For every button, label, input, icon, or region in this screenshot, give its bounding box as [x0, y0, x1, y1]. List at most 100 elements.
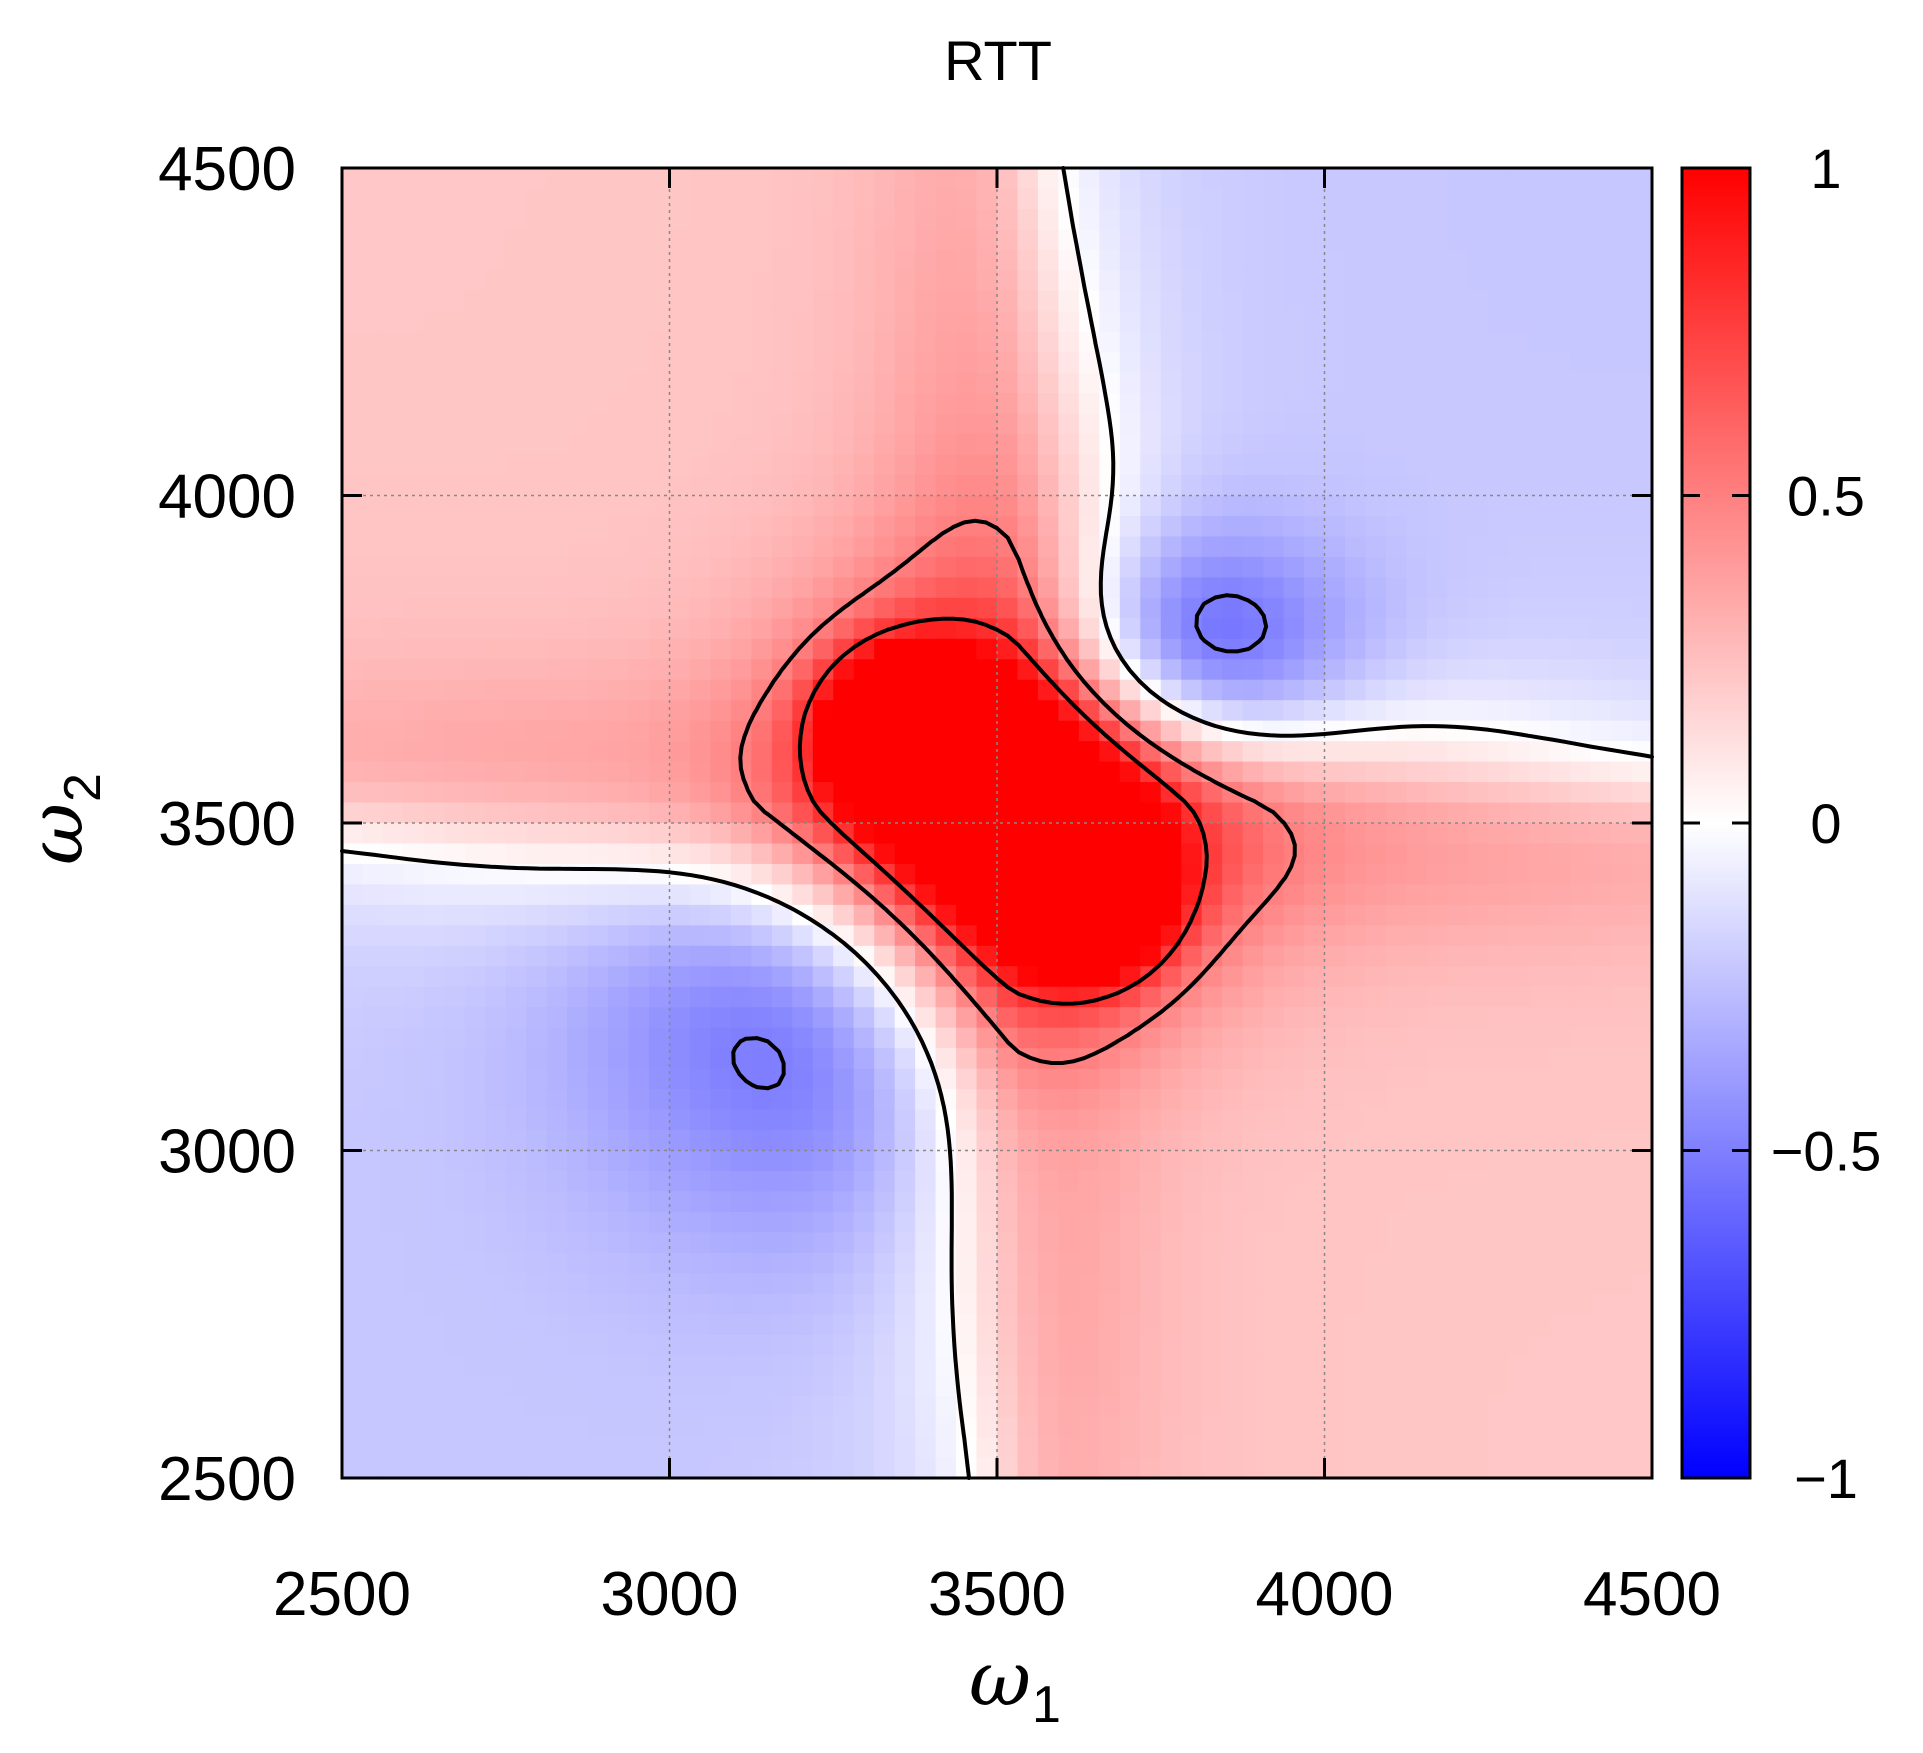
heatmap-cell: [1304, 1089, 1326, 1111]
heatmap-cell: [874, 434, 896, 456]
heatmap-cell: [935, 331, 957, 353]
heatmap-cell: [1119, 925, 1141, 947]
heatmap-cell: [1590, 515, 1612, 538]
heatmap-cell: [444, 372, 466, 394]
heatmap-cell: [771, 1314, 793, 1336]
heatmap-cell: [1344, 638, 1367, 660]
heatmap-cell: [1283, 1109, 1305, 1131]
heatmap-cell: [567, 700, 589, 722]
heatmap-cell: [1570, 618, 1592, 640]
heatmap-cell: [894, 1437, 916, 1459]
heatmap-cell: [1406, 536, 1428, 558]
heatmap-cell: [1304, 475, 1326, 497]
heatmap-cell: [1222, 843, 1244, 865]
heatmap-cell: [505, 700, 527, 722]
heatmap-cell: [1365, 1355, 1387, 1377]
heatmap-cell: [1160, 556, 1182, 578]
heatmap-cell: [874, 679, 896, 701]
heatmap-cell: [669, 229, 691, 251]
heatmap-cell: [587, 741, 609, 763]
heatmap-cell: [771, 1273, 793, 1295]
heatmap-cell: [464, 741, 486, 763]
heatmap-cell: [1570, 515, 1592, 538]
heatmap-cell: [1488, 1109, 1510, 1131]
heatmap-cell: [669, 638, 691, 660]
heatmap-cell: [1078, 475, 1100, 497]
heatmap-cell: [505, 229, 527, 251]
heatmap-cell: [382, 1314, 405, 1336]
heatmap-cell: [1058, 1252, 1080, 1274]
heatmap-cell: [812, 290, 834, 312]
heatmap-cell: [485, 270, 507, 292]
heatmap-cell: [1119, 638, 1141, 660]
heatmap-cell: [587, 679, 609, 701]
heatmap-cell: [1426, 1396, 1448, 1418]
heatmap-cell: [362, 741, 384, 763]
heatmap-cell: [1222, 1293, 1244, 1315]
heatmap-cell: [403, 1273, 425, 1295]
heatmap-cell: [1365, 863, 1387, 886]
heatmap-cell: [710, 515, 732, 538]
heatmap-cell: [689, 577, 712, 599]
heatmap-cell: [1058, 823, 1080, 845]
heatmap-cell: [1181, 249, 1203, 271]
heatmap-cell: [1078, 393, 1100, 415]
heatmap-cell: [792, 434, 814, 456]
heatmap-cell: [1529, 863, 1551, 886]
heatmap-cell: [1611, 1252, 1633, 1274]
heatmap-cell: [587, 761, 609, 783]
heatmap-cell: [1263, 434, 1285, 456]
heatmap-cell: [587, 413, 609, 435]
heatmap-cell: [649, 1416, 671, 1438]
heatmap-cell: [567, 1293, 589, 1315]
heatmap-cell: [1140, 802, 1162, 824]
heatmap-cell: [1201, 495, 1223, 517]
heatmap-cell: [628, 372, 650, 394]
heatmap-cell: [1570, 1334, 1592, 1356]
heatmap-cell: [649, 1068, 671, 1090]
heatmap-cell: [1181, 352, 1203, 374]
heatmap-cell: [1017, 208, 1039, 231]
heatmap-cell: [649, 475, 671, 497]
heatmap-cell: [792, 495, 814, 517]
heatmap-cell: [1590, 475, 1612, 497]
heatmap-cell: [1365, 1457, 1387, 1479]
heatmap-cell: [1570, 434, 1592, 456]
heatmap-cell: [1590, 311, 1612, 333]
heatmap-cell: [771, 802, 793, 824]
heatmap-cell: [567, 618, 589, 640]
y-tick-label: 4500: [158, 135, 296, 204]
heatmap-cell: [997, 208, 1019, 231]
heatmap-cell: [792, 659, 814, 681]
heatmap-cell: [1078, 1293, 1100, 1315]
heatmap-cell: [1385, 1007, 1407, 1029]
heatmap-cell: [423, 1355, 445, 1377]
heatmap-cell: [1119, 679, 1141, 701]
heatmap-cell: [689, 1170, 712, 1193]
heatmap-cell: [1324, 290, 1346, 312]
heatmap-cell: [1140, 229, 1162, 251]
heatmap-cell: [1508, 556, 1530, 578]
heatmap-cell: [1426, 1314, 1448, 1336]
heatmap-cell: [894, 270, 916, 292]
heatmap-cell: [730, 1437, 752, 1459]
heatmap-cell: [1263, 1130, 1285, 1152]
heatmap-cell: [1508, 843, 1530, 865]
heatmap-cell: [1467, 884, 1489, 906]
heatmap-cell: [1037, 1416, 1060, 1438]
heatmap-cell: [1447, 290, 1469, 312]
heatmap-cell: [464, 1027, 486, 1049]
heatmap-cell: [1447, 556, 1469, 578]
heatmap-cell: [833, 1027, 855, 1049]
heatmap-cell: [1631, 638, 1653, 660]
heatmap-cell: [853, 1252, 875, 1274]
heatmap-cell: [1467, 536, 1489, 558]
heatmap-cell: [1611, 782, 1633, 804]
heatmap-cell: [812, 188, 834, 210]
heatmap-cell: [1590, 700, 1612, 722]
heatmap-cell: [1344, 679, 1367, 701]
heatmap-cell: [689, 884, 712, 906]
heatmap-cell: [1140, 495, 1162, 517]
heatmap-cell: [1263, 352, 1285, 374]
heatmap-cell: [853, 945, 875, 967]
